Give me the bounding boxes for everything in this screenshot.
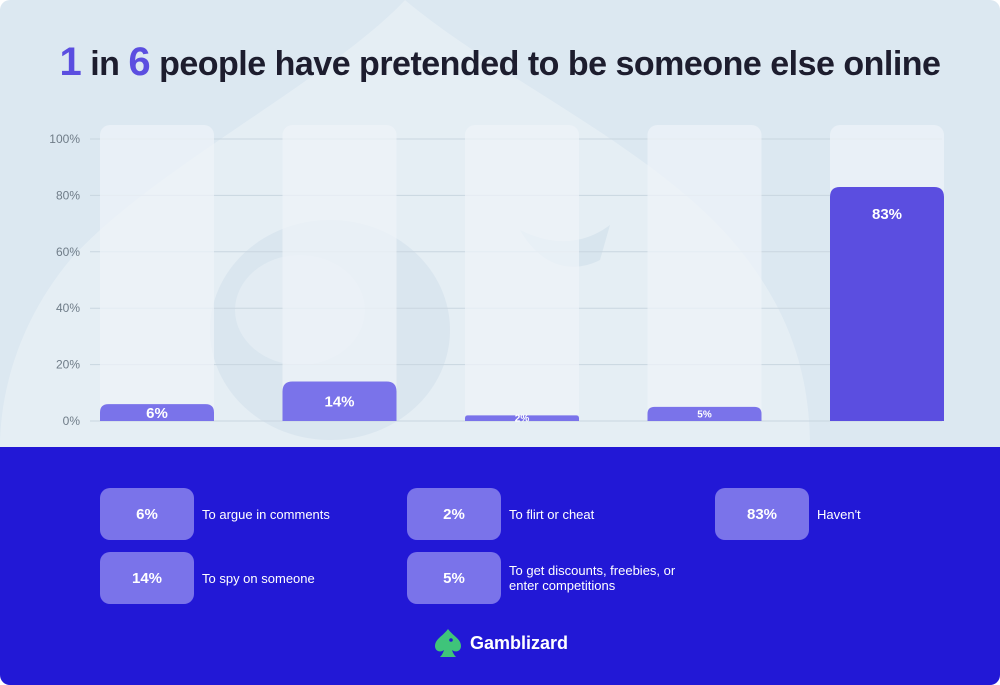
- legend-label: To flirt or cheat: [509, 506, 595, 522]
- bar: [830, 186, 944, 421]
- bar-data-label: 5%: [697, 409, 712, 420]
- y-tick-label: 100%: [49, 132, 80, 146]
- bar-track: [647, 125, 762, 421]
- y-tick-label: 60%: [56, 245, 80, 259]
- bar: [465, 415, 579, 421]
- legend-item-havent: 83% Haven't: [715, 488, 987, 540]
- legend-label: To get discounts, freebies, or enter com…: [509, 563, 676, 593]
- legend-label: To argue in comments: [202, 506, 330, 522]
- legend-value-box: 5%: [407, 552, 501, 604]
- page-title: 1 in 6 people have pretended to be someo…: [0, 40, 1000, 85]
- title-word-in: in: [81, 45, 129, 83]
- bar-data-label: 6%: [146, 405, 168, 422]
- legend-item-argue: 6% To argue in comments: [100, 488, 372, 540]
- legend-item-discounts: 5% To get discounts, freebies, or enter …: [407, 552, 679, 604]
- brand-name: Gamblizard: [469, 632, 569, 653]
- bar-chart: 0% 20% 40% 60% 80% 100% 6% 14% 2% 5% 83%: [49, 125, 944, 428]
- bar-data-label: 2%: [515, 414, 530, 425]
- y-tick-label: 80%: [56, 188, 80, 202]
- legend-item-flirt: 2% To flirt or cheat: [407, 488, 679, 540]
- chart-panel: 1 in 6 people have pretended to be someo…: [0, 0, 1000, 447]
- spade-lizard-icon: [434, 629, 461, 657]
- bar-track: [100, 125, 214, 421]
- legend-value-box: 14%: [100, 552, 194, 604]
- legend-item-spy: 14% To spy on someone: [100, 552, 372, 604]
- title-rest: people have pretended to be someone else…: [150, 45, 941, 83]
- bar: [100, 404, 214, 421]
- legend-value-box: 83%: [715, 488, 809, 540]
- bar: [647, 406, 762, 421]
- y-tick-label: 40%: [56, 301, 80, 315]
- bar-data-label: 83%: [872, 206, 902, 223]
- y-tick-label: 20%: [56, 358, 80, 372]
- legend-value-box: 6%: [100, 488, 194, 540]
- title-number-one: 1: [59, 40, 82, 84]
- y-tick-label: 0%: [63, 414, 81, 428]
- brand-logo: Gamblizard: [0, 628, 1000, 658]
- legend-label: To spy on someone: [202, 570, 315, 586]
- bar-track: [465, 125, 579, 421]
- bar-data-label: 14%: [324, 393, 354, 410]
- bar: [282, 381, 397, 421]
- legend-value-box: 2%: [407, 488, 501, 540]
- legend-label: Haven't: [817, 506, 861, 522]
- title-number-six: 6: [128, 40, 151, 84]
- bar-track: [282, 125, 397, 421]
